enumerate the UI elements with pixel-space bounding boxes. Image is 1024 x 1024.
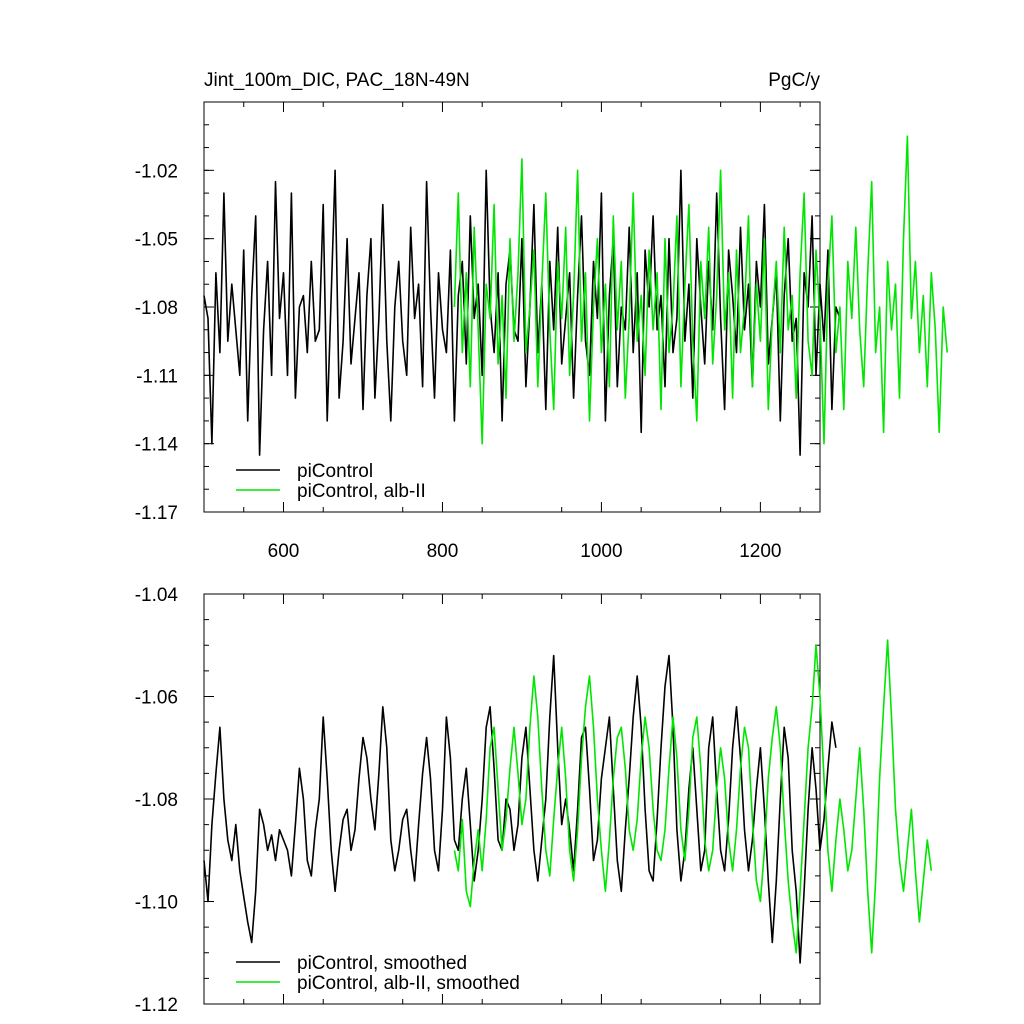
top-x-tick-label: 600 <box>268 541 300 562</box>
bottom-panel: -1.12 -1.10 -1.08 -1.06 -1.04 piControl, smo… <box>135 585 933 1016</box>
top-series-group <box>203 135 948 456</box>
top-x-tick-label: 1200 <box>739 541 781 562</box>
top-axis-ticks <box>204 101 820 513</box>
top-y-tick-label: -1.14 <box>135 435 179 456</box>
bottom-y-tick-label: -1.04 <box>135 585 179 606</box>
bottom-panel-frame <box>203 593 821 1005</box>
units-label: PgC/y <box>768 70 820 91</box>
bottom-y-tick-labels: -1.12 -1.10 -1.08 -1.06 -1.04 <box>135 585 179 1016</box>
legend-label-alb-smoothed: piControl, alb-II, smoothed <box>297 973 520 994</box>
bottom-y-tick-label: -1.12 <box>135 995 178 1016</box>
top-series-alb-ii <box>453 135 948 445</box>
top-y-tick-label: -1.05 <box>135 230 178 251</box>
top-y-tick-label: -1.08 <box>135 298 178 319</box>
top-series-picontrol <box>203 169 841 456</box>
bottom-y-tick-label: -1.06 <box>135 688 178 709</box>
bottom-series-group <box>203 639 933 964</box>
legend-label-picontrol: piControl <box>297 461 373 482</box>
top-y-tick-label: -1.17 <box>135 503 178 524</box>
top-x-tick-labels: 600 800 1000 1200 <box>268 541 782 562</box>
bottom-axis-ticks <box>204 593 820 1005</box>
chart-title: Jint_100m_DIC, PAC_18N-49N <box>204 70 470 91</box>
top-y-tick-label: -1.02 <box>135 161 178 182</box>
top-panel: -1.17 -1.14 -1.11 -1.08 -1.05 -1.02 600 800 100… <box>135 101 948 562</box>
bottom-legend: piControl, smoothed piControl, alb-II, s… <box>236 953 520 994</box>
top-x-tick-label: 1000 <box>580 541 622 562</box>
legend-label-alb: piControl, alb-II <box>297 481 426 502</box>
bottom-series-alb-ii <box>453 639 933 954</box>
top-legend: piControl piControl, alb-II <box>236 461 426 502</box>
top-y-tick-labels: -1.17 -1.14 -1.11 -1.08 -1.05 -1.02 <box>135 161 179 524</box>
bottom-y-tick-label: -1.10 <box>135 893 178 914</box>
top-y-tick-label: -1.11 <box>136 366 178 387</box>
bottom-y-tick-label: -1.08 <box>135 790 178 811</box>
top-x-tick-label: 800 <box>427 541 459 562</box>
legend-label-picontrol-smoothed: piControl, smoothed <box>297 953 467 974</box>
